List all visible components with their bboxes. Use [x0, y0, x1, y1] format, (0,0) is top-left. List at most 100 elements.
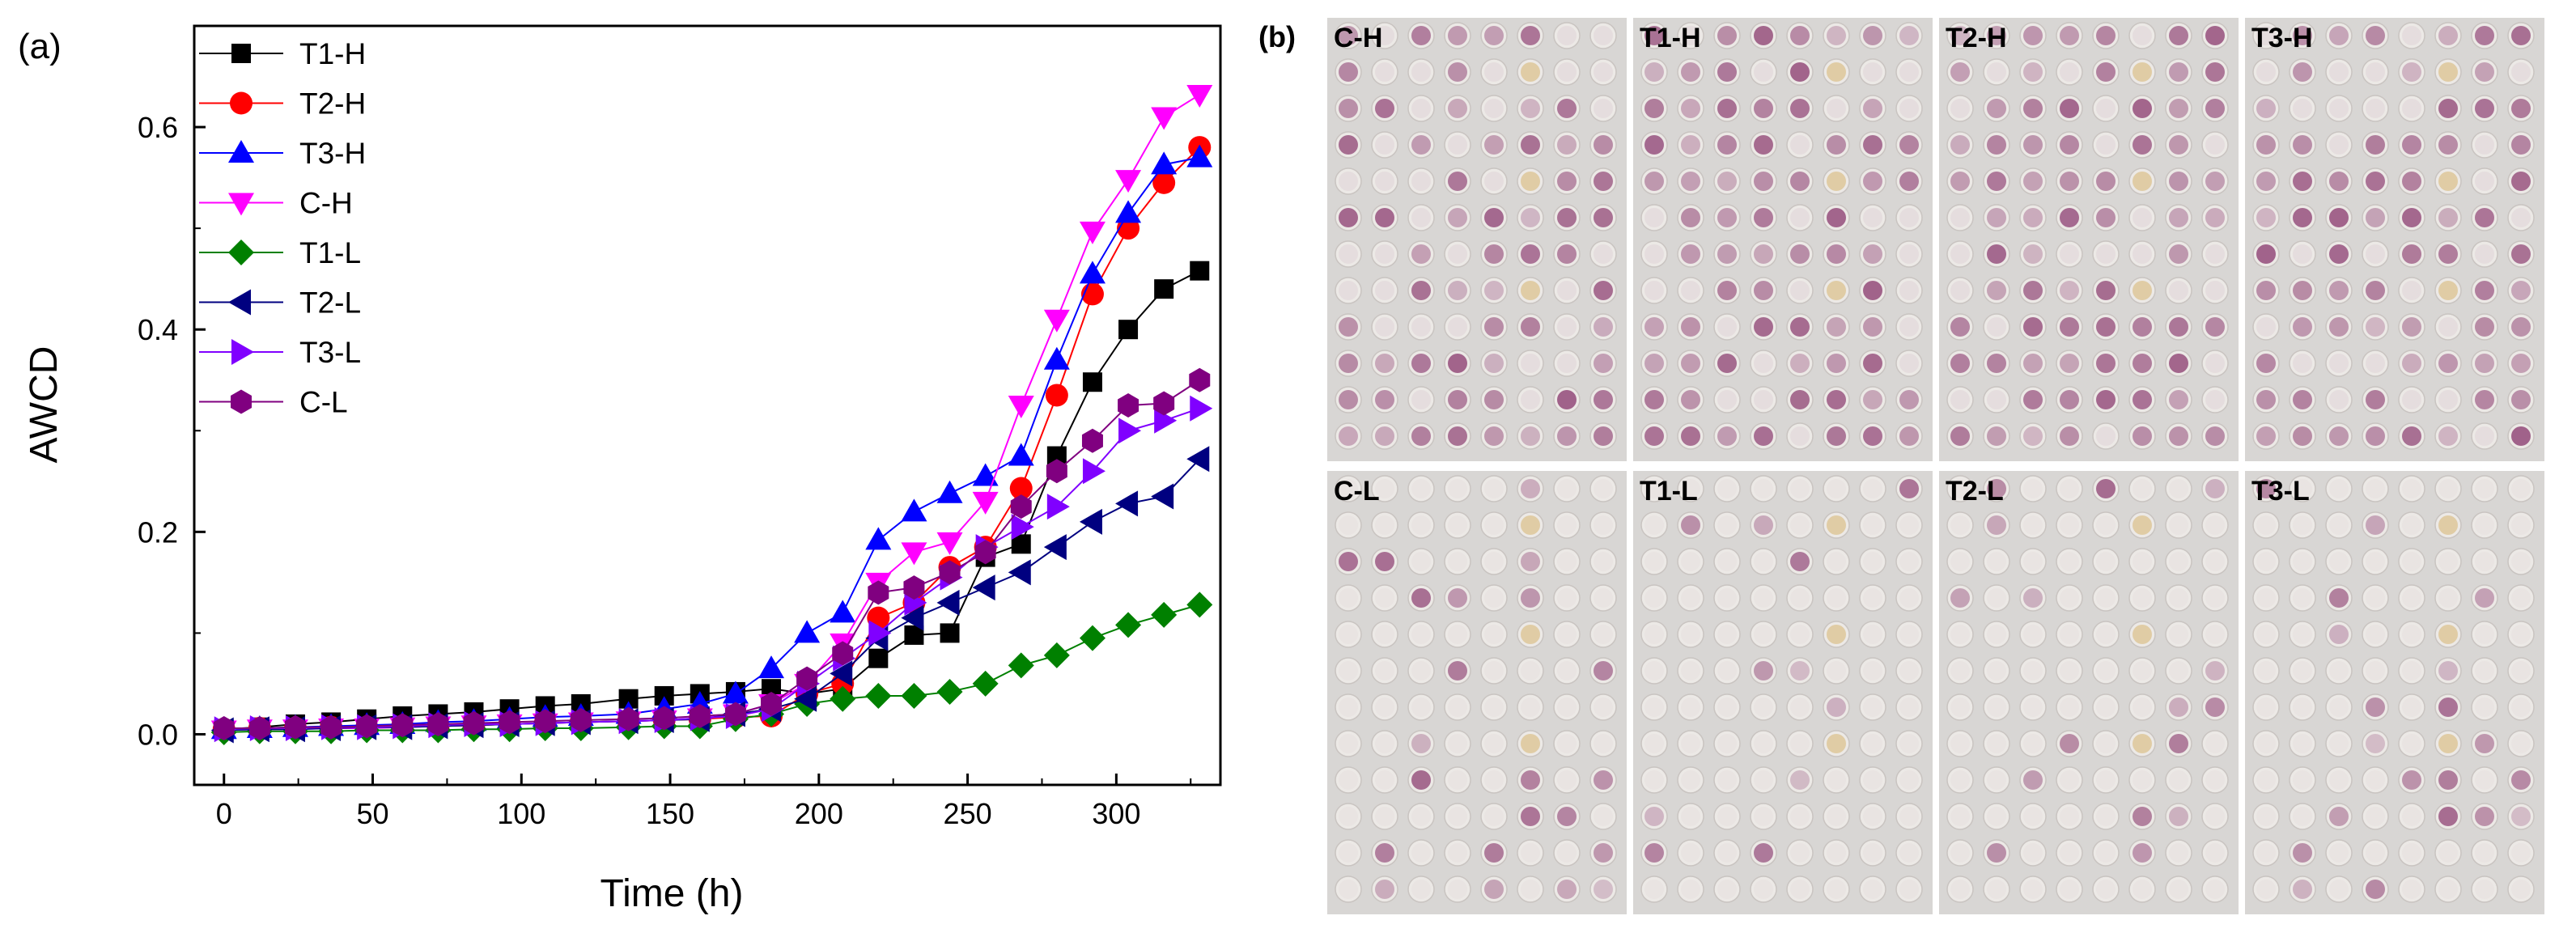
plate-well-fill — [1448, 244, 1467, 264]
plate-well — [2056, 621, 2083, 648]
plate-well-fill — [1521, 135, 1540, 155]
plate-well-fill — [2023, 172, 2043, 191]
plate-well-fill — [1899, 390, 1919, 409]
plate-well-fill — [2293, 208, 2312, 227]
plate-well-fill — [2402, 99, 2421, 118]
plate-well — [1444, 766, 1471, 794]
data-point — [1008, 652, 1034, 679]
plate-well-fill — [1521, 697, 1540, 717]
plate-well — [1946, 277, 1974, 304]
plate-well — [1480, 548, 1508, 575]
plate-well — [2289, 876, 2316, 903]
plate-well — [1407, 621, 1435, 648]
plate-well-fill — [1754, 135, 1773, 155]
plate-well-fill — [1754, 734, 1773, 753]
plate-well — [1480, 876, 1508, 903]
plate-well-fill — [1899, 625, 1919, 644]
data-point — [974, 540, 996, 565]
plate-well-fill — [1375, 588, 1394, 608]
plate-well-fill — [1681, 26, 1700, 45]
plate-well-fill — [2329, 661, 2349, 680]
plate-well-fill — [1448, 281, 1467, 300]
plate-label: T3-H — [2251, 23, 2313, 53]
plate-well-fill — [1557, 62, 1577, 82]
plate-well-fill — [2096, 661, 2116, 680]
plate-well-fill — [2329, 354, 2349, 373]
plate-well — [2507, 803, 2535, 830]
plate-well-fill — [2060, 588, 2079, 608]
plate-well-fill — [1521, 588, 1540, 608]
plate-well-fill — [2329, 99, 2349, 118]
plate-well-fill — [2438, 390, 2458, 409]
plate-well — [2165, 657, 2192, 685]
data-point — [939, 560, 961, 585]
plate-well — [1553, 313, 1581, 341]
plate-well — [1371, 693, 1398, 721]
plate-well — [2507, 693, 2535, 721]
plate-well — [1946, 511, 1974, 539]
plate-well — [1640, 475, 1668, 502]
legend-item-T1-H: T1-H — [199, 37, 366, 70]
series-line — [223, 269, 1200, 731]
plate-well-fill — [1790, 697, 1810, 717]
plate-well — [1786, 876, 1814, 903]
plate-well-fill — [1594, 317, 1613, 337]
legend-marker — [231, 44, 251, 63]
plate-well-fill — [2329, 135, 2349, 155]
plate-well — [1895, 95, 1923, 122]
data-point — [1115, 490, 1139, 517]
plate-well-fill — [2169, 172, 2188, 191]
plate-well — [1335, 621, 1362, 648]
plate-well-fill — [1557, 317, 1577, 337]
plate-well-fill — [2402, 172, 2421, 191]
plate-well-fill — [1827, 281, 1846, 300]
plate-well-fill — [1717, 479, 1737, 498]
data-point — [1118, 393, 1139, 418]
y-tick-label: 0.2 — [138, 515, 178, 549]
plate-well-fill — [2402, 26, 2421, 45]
plate-well — [2092, 803, 2120, 830]
data-point — [653, 706, 675, 731]
plate-well-fill — [1681, 135, 1700, 155]
plate-well-fill — [2060, 552, 2079, 571]
plate-well-fill — [1339, 390, 1358, 409]
plate-well — [1444, 621, 1471, 648]
plate-well-fill — [2060, 244, 2079, 264]
plate-well-fill — [2402, 281, 2421, 300]
plate-well — [2252, 584, 2280, 612]
plate-well-fill — [2511, 62, 2531, 82]
plate-well — [1517, 475, 1544, 502]
plate-well-fill — [1717, 807, 1737, 826]
plate-well — [1335, 839, 1362, 867]
data-point — [1008, 396, 1034, 418]
plate-well-fill — [1863, 515, 1882, 535]
chart-legend: T1-H T2-H T3-H C-H T1-L T2-L T3-L C-L — [199, 37, 366, 419]
plate-well-fill — [1557, 625, 1577, 644]
plate-well-fill — [2096, 770, 2116, 790]
data-point — [1010, 494, 1032, 519]
plate-well-fill — [1754, 281, 1773, 300]
plate-well-fill — [2256, 843, 2276, 863]
plate-well-fill — [2169, 426, 2188, 446]
plate-well-fill — [2366, 552, 2385, 571]
plate-well — [1640, 621, 1668, 648]
plate-well — [2362, 350, 2389, 377]
plate-well — [1553, 131, 1581, 159]
plate-well-fill — [2133, 62, 2152, 82]
plate-well-fill — [1375, 697, 1394, 717]
plate-well — [2471, 839, 2498, 867]
data-point — [940, 623, 960, 643]
plate-well-fill — [2096, 354, 2116, 373]
data-point — [1186, 85, 1213, 108]
plate-well-fill — [2329, 281, 2349, 300]
data-point — [1153, 391, 1175, 416]
x-tick-label: 300 — [1092, 797, 1140, 830]
plate-well — [1517, 350, 1544, 377]
plate-well-fill — [2402, 843, 2421, 863]
plate-well-fill — [2096, 317, 2116, 337]
plate-well — [1335, 876, 1362, 903]
legend-item-C-H: C-H — [199, 187, 353, 220]
plate-well — [1983, 657, 2010, 685]
data-point — [1152, 171, 1176, 194]
plate-well-fill — [1375, 661, 1394, 680]
